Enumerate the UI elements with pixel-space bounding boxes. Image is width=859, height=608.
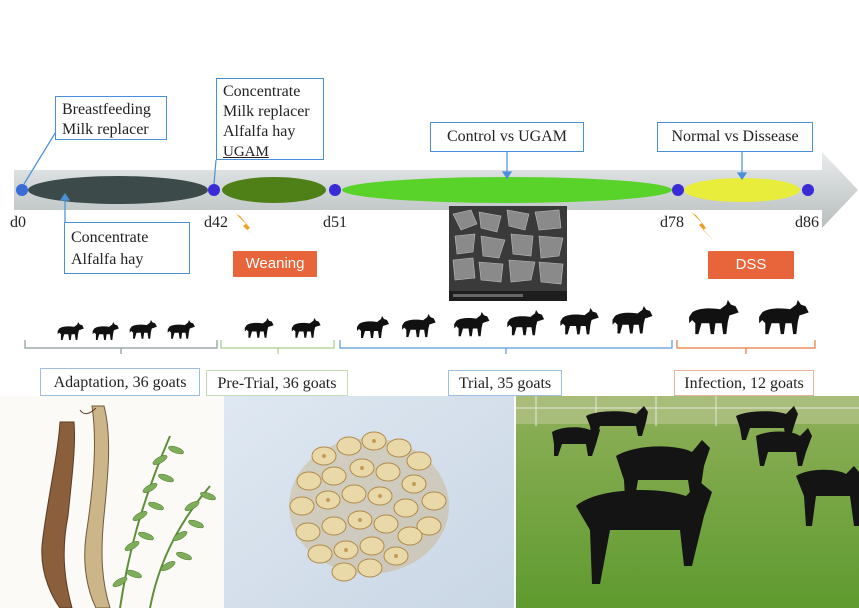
- astragalus-slices-photo: [224, 396, 514, 608]
- callout-line: Milk replacer: [223, 103, 310, 120]
- goat-icon: [357, 316, 389, 338]
- bracket-adaptation: [24, 340, 218, 354]
- astragalus-illustration: [0, 396, 224, 608]
- phase-infection: [684, 178, 800, 202]
- callout-d0-d42-feed: Concentrate Alfalfa hay: [64, 222, 190, 274]
- goat-icon: [92, 322, 119, 341]
- group-label-infection: Infection, 12 goats: [674, 370, 814, 396]
- callout-line: UGAM: [223, 144, 269, 160]
- micrograph-image: [449, 206, 567, 301]
- milestone-dot-d42: [208, 184, 220, 196]
- goat-icon: [560, 308, 599, 335]
- milestone-dot-d51: [329, 184, 341, 196]
- day-label-d86: d86: [795, 214, 819, 231]
- lightning-icon: [236, 214, 258, 240]
- callout-line: Alfalfa hay: [71, 251, 144, 268]
- goat-icon: [454, 312, 490, 337]
- phase-pretrial: [222, 177, 326, 203]
- goat-icon: [689, 300, 739, 335]
- goat-icon: [291, 318, 321, 338]
- callout-line: Concentrate: [71, 229, 149, 246]
- callout-infection: Normal vs Dissease: [657, 122, 813, 152]
- callout-line: Milk replacer: [62, 121, 149, 138]
- bracket-pretrial: [220, 340, 335, 354]
- callout-d0-feed: Breastfeeding Milk replacer: [55, 96, 167, 140]
- callout-line: Alfalfa hay: [223, 123, 296, 140]
- group-label-pretrial: Pre-Trial, 36 goats: [206, 370, 348, 396]
- callout-line: Breastfeeding: [62, 101, 151, 118]
- callout-d42-feed: Concentrate Milk replacer Alfalfa hay UG…: [216, 78, 324, 160]
- goat-icon: [507, 310, 545, 336]
- bracket-infection: [676, 340, 816, 354]
- milestone-dot-d78: [672, 184, 684, 196]
- weaning-event-label: Weaning: [233, 251, 317, 277]
- group-label-adaptation: Adaptation, 36 goats: [40, 368, 200, 396]
- goat-icon: [244, 318, 274, 338]
- goat-icon: [402, 314, 436, 338]
- callout-line: Concentrate: [223, 83, 301, 100]
- phase-adaptation: [28, 176, 208, 204]
- goat-icon: [167, 320, 195, 339]
- goat-icon: [759, 300, 809, 335]
- bracket-trial: [339, 340, 673, 354]
- goat-icon: [129, 320, 157, 339]
- callout-trial: Control vs UGAM: [430, 122, 584, 152]
- dss-event-label: DSS: [708, 251, 794, 279]
- group-label-trial: Trial, 35 goats: [448, 370, 562, 396]
- day-label-d42: d42: [204, 214, 228, 231]
- goat-groups: [24, 300, 816, 354]
- timeline-graphic: [14, 129, 858, 241]
- milestone-dot-d0: [16, 184, 28, 196]
- phase-trial: [342, 177, 672, 203]
- milestone-dot-d86: [802, 184, 814, 196]
- day-label-d0: d0: [10, 214, 26, 231]
- day-label-d51: d51: [323, 214, 347, 231]
- lightning-icon: [692, 213, 714, 241]
- goat-icon: [57, 322, 84, 341]
- day-label-d78: d78: [660, 214, 684, 231]
- goats-field-photo: [516, 396, 859, 608]
- goat-icon: [612, 306, 653, 334]
